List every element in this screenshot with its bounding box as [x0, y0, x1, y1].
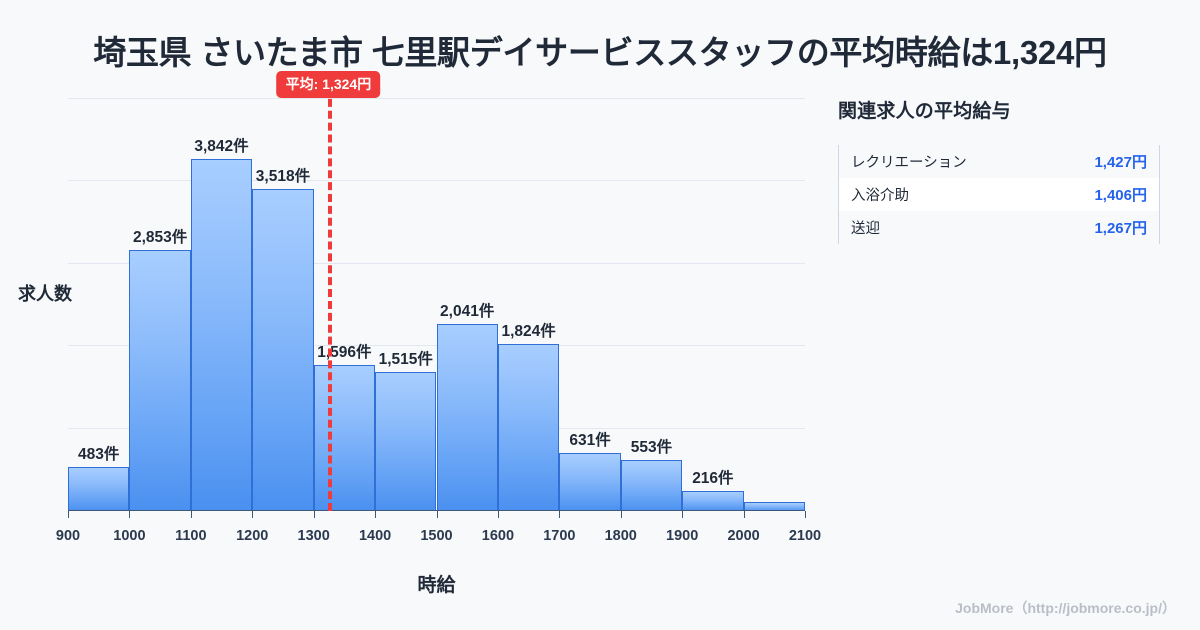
related-salary-title: 関連求人の平均給与	[838, 101, 1011, 122]
bar-value-label: 1,824件	[501, 323, 556, 341]
bar	[436, 324, 498, 511]
bar	[129, 249, 191, 511]
gridline	[68, 98, 805, 99]
x-tick-label: 1500	[420, 528, 453, 544]
x-tick	[129, 511, 131, 518]
bar-value-label: 1,596件	[317, 343, 372, 361]
gridline	[68, 180, 805, 182]
related-salary-row: 送迎 1,267円	[839, 211, 1159, 244]
x-tick-label: 1700	[543, 528, 576, 544]
x-tick-label: 1200	[236, 528, 269, 544]
x-tick	[497, 511, 499, 518]
bar-value-label: 483件	[78, 445, 120, 463]
x-tick-label: 1900	[666, 528, 699, 544]
x-tick	[559, 511, 561, 518]
bar	[252, 188, 314, 511]
x-tick-label: 1800	[604, 528, 637, 544]
x-tick	[68, 511, 69, 518]
x-tick	[190, 511, 192, 518]
bar	[743, 501, 805, 511]
page-title: 埼玉県 さいたま市 七里駅デイサービススタッフの平均時給は1,324円	[93, 34, 1107, 71]
bar-value-label: 631件	[569, 432, 611, 450]
plot-area: 483件 2,853件 3,842件 3,518件 1,596件 1,515件 2,041件…	[56, 71, 821, 544]
bar-value-label: 2,853件	[132, 228, 188, 246]
related-salary-label: レクリエーション	[851, 155, 967, 171]
x-tick	[682, 511, 684, 518]
x-tick-label: 1100	[175, 528, 207, 544]
x-tick-label: 2000	[727, 528, 760, 544]
related-salary-panel: 関連求人の平均給与 レクリエーション 1,427円入浴介助 1,406円送迎 1,26…	[838, 96, 1162, 244]
bar-value-label: 553件	[630, 439, 673, 457]
x-axis-title: 時給	[417, 575, 456, 596]
bar-value-label: 3,842件	[194, 138, 249, 156]
related-salary-table: レクリエーション 1,427円入浴介助 1,406円送迎 1,267円	[838, 145, 1160, 244]
histogram-chart: 求人数 483件 2,853件 3,842件 3,518件 1,596件 1,515件 2,…	[18, 71, 821, 596]
related-salary-value: 1,406円	[1094, 187, 1147, 204]
gridline	[68, 262, 805, 264]
bar	[68, 466, 130, 511]
bar	[313, 364, 376, 511]
x-tick-label: 900	[55, 528, 81, 544]
footer-attribution: JobMore（http://jobmore.co.jp/）	[955, 600, 1176, 616]
x-axis-line	[68, 510, 805, 511]
x-tick-label: 1400	[358, 528, 392, 544]
x-tick	[620, 511, 622, 518]
bar-value-label: 3,518件	[255, 167, 311, 185]
related-salary-label: 入浴介助	[851, 188, 909, 204]
bar	[620, 460, 683, 511]
average-badge: 平均: 1,324円	[276, 71, 381, 98]
bar	[682, 491, 744, 511]
related-salary-row: 入浴介助 1,406円	[839, 178, 1159, 211]
x-tick-label: 2100	[788, 528, 822, 544]
x-tick-label: 1300	[297, 528, 330, 544]
bar-value-label: 2,041件	[440, 303, 495, 321]
related-salary-value: 1,427円	[1094, 154, 1147, 171]
bar	[559, 453, 621, 511]
bar	[497, 344, 560, 511]
x-tick	[743, 511, 745, 518]
bar	[375, 372, 437, 511]
related-salary-row: レクリエーション 1,427円	[839, 145, 1159, 178]
average-line	[328, 87, 333, 511]
x-tick-label: 1000	[113, 528, 146, 544]
x-tick	[805, 511, 806, 518]
x-tick	[375, 511, 377, 518]
x-tick	[313, 511, 315, 518]
bar	[190, 159, 253, 511]
related-salary-value: 1,267円	[1094, 220, 1147, 237]
bar-value-label: 1,515件	[378, 351, 433, 369]
bar-value-label: 216件	[692, 470, 734, 488]
x-tick	[436, 511, 438, 518]
x-tick	[252, 511, 254, 518]
related-salary-label: 送迎	[851, 221, 880, 237]
x-tick-label: 1600	[481, 528, 515, 544]
y-axis-title: 求人数	[18, 284, 72, 304]
bar-series: 483件 2,853件 3,842件 3,518件 1,596件 1,515件 2,041件…	[68, 99, 805, 511]
